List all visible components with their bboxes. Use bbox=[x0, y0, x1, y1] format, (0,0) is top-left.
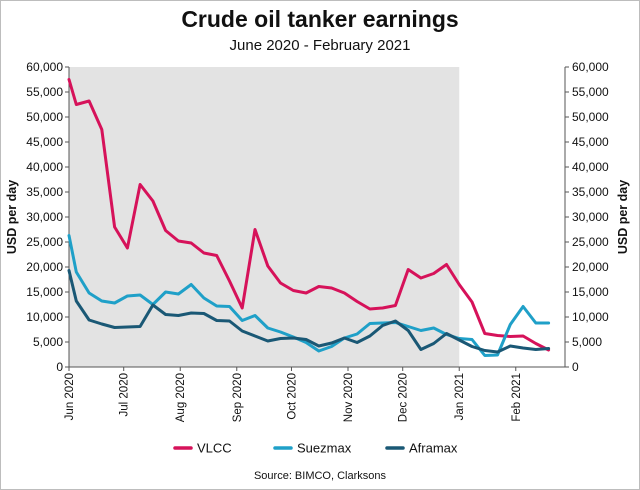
y-tick-label-right: 30,000 bbox=[572, 210, 609, 224]
y-tick-label-right: 15,000 bbox=[572, 285, 609, 299]
x-tick-label: Jan 2021 bbox=[454, 373, 466, 420]
legend-label-vlcc: VLCC bbox=[197, 441, 232, 456]
legend-label-suezmax: Suezmax bbox=[297, 441, 352, 456]
shaded-region bbox=[69, 67, 460, 367]
y-tick-label-left: 20,000 bbox=[26, 260, 63, 274]
chart-title: Crude oil tanker earnings bbox=[181, 6, 459, 32]
y-tick-label-right: 20,000 bbox=[572, 260, 609, 274]
plot-background bbox=[69, 67, 460, 367]
axes: 0 0 5,000 5,000 10,000 10,000 15,000 15,000 20,0… bbox=[5, 60, 630, 422]
y-tick-label-left: 55,000 bbox=[26, 85, 63, 99]
y-tick-label-right: 25,000 bbox=[572, 235, 609, 249]
y-tick-label-right: 10,000 bbox=[572, 310, 609, 324]
y-tick-label-right: 45,000 bbox=[572, 135, 609, 149]
series-lines bbox=[67, 78, 551, 357]
series-line-vlcc bbox=[67, 78, 551, 352]
y-tick-label-right: 35,000 bbox=[572, 185, 609, 199]
y-tick-label-right: 50,000 bbox=[572, 110, 609, 124]
y-tick-label-left: 50,000 bbox=[26, 110, 63, 124]
y-tick-label-right: 60,000 bbox=[572, 60, 609, 74]
y-tick-label-left: 60,000 bbox=[26, 60, 63, 74]
x-tick-label: Nov 2020 bbox=[343, 373, 355, 422]
x-tick-label: Dec 2020 bbox=[398, 373, 410, 422]
series-line-aframax bbox=[67, 269, 551, 354]
y-tick-label-left: 40,000 bbox=[26, 160, 63, 174]
y-tick-label-left: 25,000 bbox=[26, 235, 63, 249]
y-tick-label-left: 10,000 bbox=[26, 310, 63, 324]
series-line-suezmax bbox=[67, 234, 551, 357]
y-tick-label-left: 5,000 bbox=[33, 335, 63, 349]
x-tick-label: Sep 2020 bbox=[232, 373, 244, 422]
x-tick-label: Aug 2020 bbox=[175, 373, 187, 422]
y-axis-title-left: USD per day bbox=[5, 180, 19, 254]
y-tick-label-right: 0 bbox=[572, 360, 579, 374]
y-tick-label-left: 15,000 bbox=[26, 285, 63, 299]
legend: VLCC Suezmax Aframax bbox=[173, 441, 458, 456]
source-note: Source: BIMCO, Clarksons bbox=[253, 470, 387, 482]
y-axis-title-right: USD per day bbox=[616, 180, 630, 254]
y-tick-label-left: 45,000 bbox=[26, 135, 63, 149]
x-tick-label: Feb 2021 bbox=[511, 373, 523, 422]
y-tick-label-right: 5,000 bbox=[572, 335, 602, 349]
y-tick-label-left: 0 bbox=[56, 360, 63, 374]
y-tick-label-left: 30,000 bbox=[26, 210, 63, 224]
chart-subtitle: June 2020 - February 2021 bbox=[229, 37, 411, 54]
y-tick-label-left: 35,000 bbox=[26, 185, 63, 199]
x-tick-label: Jul 2020 bbox=[119, 373, 131, 416]
y-tick-label-right: 55,000 bbox=[572, 85, 609, 99]
y-tick-label-right: 40,000 bbox=[572, 160, 609, 174]
x-tick-label: Oct 2020 bbox=[286, 373, 298, 420]
legend-label-aframax: Aframax bbox=[409, 441, 458, 456]
x-tick-label: Jun 2020 bbox=[64, 373, 76, 420]
